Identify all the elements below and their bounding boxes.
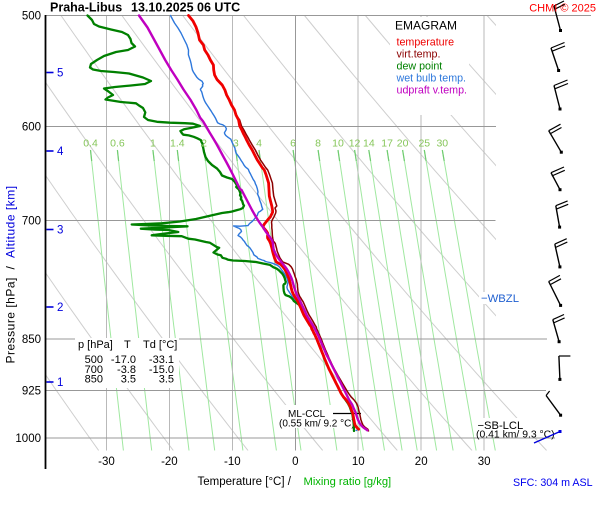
svg-text:-15.0: -15.0 xyxy=(149,364,174,376)
svg-text:8: 8 xyxy=(315,138,321,150)
svg-text:25: 25 xyxy=(418,138,430,150)
svg-text:CHMI © 2025: CHMI © 2025 xyxy=(529,3,596,15)
svg-text:6: 6 xyxy=(290,138,296,150)
svg-text:(0.55 km/ 9.2 °C): (0.55 km/ 9.2 °C) xyxy=(279,419,355,430)
svg-text:20: 20 xyxy=(415,456,428,468)
svg-text:udpraft v.temp.: udpraft v.temp. xyxy=(397,85,468,97)
svg-text:17: 17 xyxy=(381,138,393,150)
svg-text:10: 10 xyxy=(352,456,365,468)
svg-text:30: 30 xyxy=(436,138,448,150)
svg-text:-17.0: -17.0 xyxy=(111,354,136,366)
svg-text:600: 600 xyxy=(22,122,41,134)
svg-text:30: 30 xyxy=(478,456,491,468)
svg-text:1: 1 xyxy=(57,377,63,389)
svg-text:(0.41 km/ 9.3 °C): (0.41 km/ 9.3 °C) xyxy=(476,430,555,441)
svg-text:3.5: 3.5 xyxy=(159,374,174,386)
svg-text:925: 925 xyxy=(22,385,41,397)
svg-text:Td [°C]: Td [°C] xyxy=(143,339,177,351)
svg-text:2: 2 xyxy=(57,302,63,314)
svg-text:500: 500 xyxy=(85,354,103,366)
svg-text:1: 1 xyxy=(150,138,156,150)
svg-text:850: 850 xyxy=(22,334,41,346)
svg-text:−WBZL: −WBZL xyxy=(481,293,519,305)
svg-text:4: 4 xyxy=(256,138,262,150)
svg-text:-33.1: -33.1 xyxy=(149,354,174,366)
svg-text:Pressure [hPa] / Altitude [k: Pressure [hPa] / Altitude [km] xyxy=(4,185,18,363)
svg-text:ML-CCL: ML-CCL xyxy=(288,409,326,420)
svg-text:−SB-LCL: −SB-LCL xyxy=(478,420,524,432)
svg-text:SFC: 304 m ASL: SFC: 304 m ASL xyxy=(513,477,593,489)
svg-text:12: 12 xyxy=(349,138,361,150)
svg-text:-3.8: -3.8 xyxy=(117,364,136,376)
svg-text:850: 850 xyxy=(85,374,103,386)
svg-text:temperature: temperature xyxy=(397,37,455,49)
svg-text:dew point: dew point xyxy=(397,61,443,73)
svg-text:2: 2 xyxy=(201,138,207,150)
svg-text:500: 500 xyxy=(22,11,41,23)
svg-text:Praha-Libus: Praha-Libus xyxy=(50,1,122,15)
svg-text:3: 3 xyxy=(233,138,239,150)
svg-text:20: 20 xyxy=(397,138,409,150)
svg-text:EMAGRAM: EMAGRAM xyxy=(395,19,457,33)
svg-text:1.4: 1.4 xyxy=(170,138,185,150)
svg-text:5: 5 xyxy=(57,68,63,80)
svg-text:3.5: 3.5 xyxy=(121,374,136,386)
svg-text:0: 0 xyxy=(292,456,298,468)
svg-text:-20: -20 xyxy=(161,456,178,468)
svg-text:4: 4 xyxy=(57,146,64,158)
svg-text:T: T xyxy=(124,339,131,351)
svg-text:Mixing ratio [g/kg]: Mixing ratio [g/kg] xyxy=(304,476,392,488)
svg-text:3: 3 xyxy=(57,225,63,237)
svg-text:p [hPa]: p [hPa] xyxy=(78,339,113,351)
svg-text:-10: -10 xyxy=(224,456,241,468)
svg-text:wet bulb temp.: wet bulb temp. xyxy=(396,73,467,85)
svg-text:13.10.2025 06 UTC: 13.10.2025 06 UTC xyxy=(131,1,240,15)
svg-text:Temperature [°C] /: Temperature [°C] / xyxy=(198,476,292,488)
svg-text:1000: 1000 xyxy=(15,433,41,445)
svg-text:14: 14 xyxy=(363,138,375,150)
svg-text:-30: -30 xyxy=(98,456,115,468)
svg-text:700: 700 xyxy=(85,364,103,376)
svg-text:0.4: 0.4 xyxy=(83,138,98,150)
svg-text:700: 700 xyxy=(22,216,41,228)
svg-text:virt.temp.: virt.temp. xyxy=(397,49,441,61)
svg-text:0.6: 0.6 xyxy=(110,138,125,150)
svg-text:10: 10 xyxy=(332,138,344,150)
